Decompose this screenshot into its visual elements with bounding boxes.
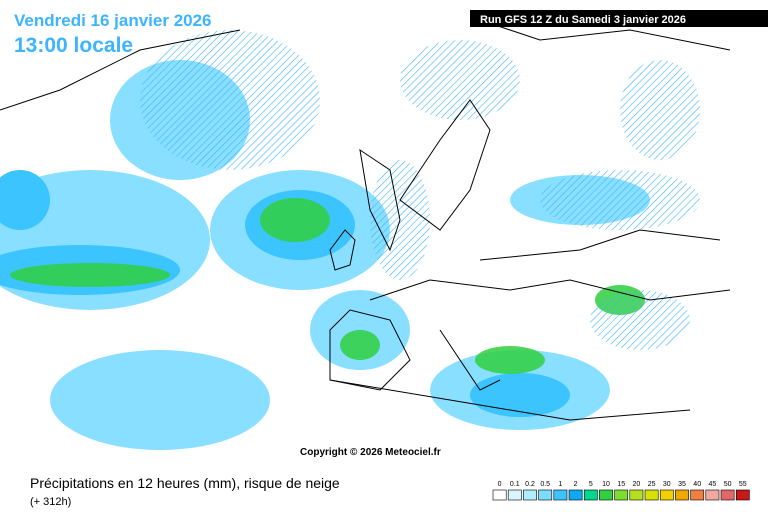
legend-label: 20 — [633, 481, 641, 488]
legend-label: 35 — [678, 481, 686, 488]
run-info: Run GFS 12 Z du Samedi 3 janvier 2026 — [480, 14, 686, 26]
copyright: Copyright © 2026 Meteociel.fr — [300, 447, 441, 458]
legend-swatch — [614, 489, 629, 501]
legend-label: 0.1 — [510, 481, 520, 488]
legend-swatch — [705, 489, 720, 501]
legend-label: 45 — [709, 481, 717, 488]
legend-swatch — [659, 489, 674, 501]
legend-label: 10 — [602, 481, 610, 488]
legend-label: 1 — [558, 481, 562, 488]
legend-label: 55 — [739, 481, 747, 488]
legend-swatch — [675, 489, 689, 501]
legend-label: 0.2 — [525, 481, 535, 488]
legend-label: 2 — [574, 481, 578, 488]
legend-swatch — [492, 489, 507, 501]
legend-swatch — [538, 489, 553, 501]
map — [0, 10, 768, 450]
legend-swatch — [644, 489, 659, 501]
legend-swatch — [553, 489, 568, 501]
legend-swatch — [568, 489, 583, 501]
legend-label: 50 — [724, 481, 732, 488]
legend-label: 30 — [663, 481, 671, 488]
legend-label: 25 — [648, 481, 656, 488]
legend-label: 5 — [589, 481, 593, 488]
legend-swatch — [720, 489, 735, 501]
footer-lead: (+ 312h) — [30, 496, 71, 508]
forecast-time: 13:00 locale — [14, 34, 133, 57]
legend-swatch — [690, 489, 705, 501]
legend-swatch — [507, 489, 522, 501]
legend-swatch — [583, 489, 598, 501]
legend-swatch — [629, 489, 644, 501]
legend-label: 0.5 — [540, 481, 550, 488]
legend: 0 0.1 0.2 0.5 1 2 5 10 15 20 25 30 35 40 45 50 55 — [492, 481, 750, 501]
legend-swatch — [599, 489, 613, 501]
legend-label: 40 — [693, 481, 701, 488]
legend-label: 15 — [617, 481, 625, 488]
legend-swatch — [735, 489, 750, 501]
legend-label: 0 — [498, 481, 502, 488]
footer-title: Précipitations en 12 heures (mm), risque… — [30, 475, 340, 491]
legend-swatch — [523, 489, 537, 501]
forecast-date: Vendredi 16 janvier 2026 — [14, 11, 212, 30]
